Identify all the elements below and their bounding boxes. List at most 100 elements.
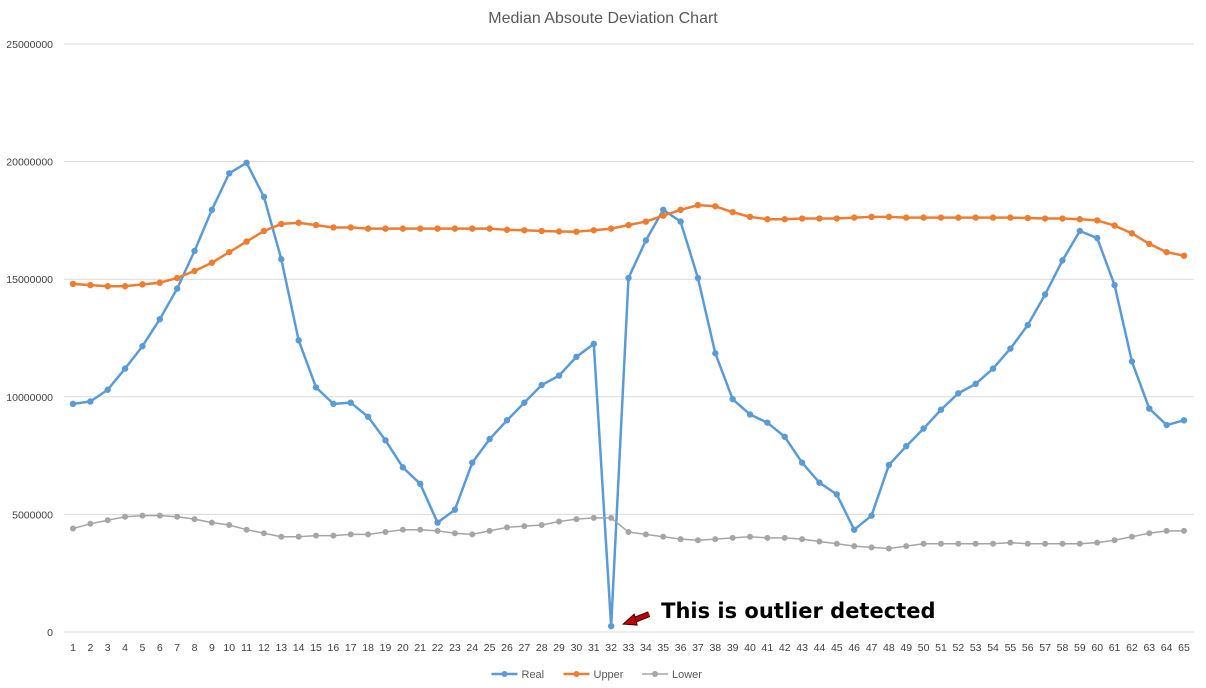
x-tick-label: 58 [1057, 642, 1069, 654]
x-axis-ticks: 1 2 3 4 5 6 7 8 9 10 11 12 13 14 15 16 17 18 19 20 21 22 23 24 2… [70, 642, 1190, 654]
data-point-upper [1163, 248, 1170, 256]
data-point-lower [937, 540, 944, 547]
data-point-upper [972, 214, 979, 221]
data-point-upper [399, 225, 407, 232]
x-tick-label: 41 [762, 642, 774, 654]
data-point-upper [486, 225, 493, 232]
x-tick-label: 1 [70, 642, 76, 654]
data-point-real [139, 343, 146, 350]
data-point-lower [903, 543, 910, 550]
x-tick-label: 53 [970, 642, 982, 654]
data-point-upper [364, 225, 372, 232]
data-point-lower [660, 533, 667, 540]
data-point-real [295, 337, 302, 344]
data-point-upper [260, 227, 268, 235]
x-tick-label: 32 [605, 642, 617, 654]
x-tick-label: 28 [536, 642, 548, 654]
data-point-upper [208, 259, 216, 266]
chart-title: Median Absoute Deviation Chart [488, 10, 718, 27]
x-tick-label: 60 [1091, 642, 1103, 654]
data-point-lower [365, 531, 372, 538]
x-tick-label: 4 [122, 642, 128, 654]
series-layer [69, 159, 1188, 630]
data-point-real [399, 464, 407, 471]
series-upper [69, 201, 1188, 290]
x-tick-label: 26 [501, 642, 513, 654]
x-tick-label: 42 [779, 642, 791, 654]
annotation-arrow [621, 611, 651, 626]
data-point-upper [1007, 214, 1014, 221]
data-point-upper [121, 283, 129, 290]
data-point-real [156, 315, 163, 323]
data-point-lower [226, 521, 233, 528]
data-point-real [330, 400, 337, 408]
data-point-upper [642, 218, 650, 225]
data-point-upper [87, 281, 94, 289]
data-point-lower [174, 513, 181, 520]
x-tick-label: 8 [192, 642, 198, 654]
data-point-upper [1111, 222, 1118, 229]
data-point-lower [486, 527, 493, 534]
y-tick-label: 20000000 [6, 157, 53, 169]
x-tick-label: 30 [571, 642, 583, 654]
x-tick-label: 35 [657, 642, 669, 654]
data-point-real [191, 247, 198, 255]
data-point-lower [816, 538, 823, 545]
x-tick-label: 47 [866, 642, 878, 654]
x-tick-label: 17 [345, 642, 357, 654]
data-point-real [416, 480, 424, 488]
annotation-text: This is outlier detected [661, 599, 935, 623]
data-point-upper [347, 224, 354, 231]
data-point-upper [607, 225, 615, 232]
data-point-lower [747, 533, 754, 540]
data-point-real [920, 425, 927, 432]
data-point-real [521, 399, 528, 406]
x-tick-label: 61 [1109, 642, 1121, 654]
x-tick-label: 65 [1178, 642, 1190, 654]
data-point-lower [260, 530, 267, 537]
x-tick-label: 11 [241, 642, 252, 654]
x-tick-label: 59 [1074, 642, 1086, 654]
data-point-real [278, 256, 285, 263]
data-point-real [347, 399, 354, 406]
data-point-real [1076, 227, 1084, 235]
data-point-lower [729, 534, 736, 541]
data-point-real [469, 459, 476, 466]
data-point-upper [416, 225, 424, 232]
data-point-real [590, 340, 597, 348]
legend-marker [501, 671, 508, 677]
y-tick-label: 25000000 [6, 39, 53, 51]
data-point-upper [816, 215, 823, 222]
x-tick-label: 20 [397, 642, 409, 654]
x-tick-label: 38 [709, 642, 721, 654]
data-point-real [260, 193, 268, 201]
data-point-upper [226, 248, 233, 256]
data-point-real [989, 365, 997, 372]
legend-label: Upper [594, 669, 624, 681]
data-point-real [1094, 234, 1101, 242]
data-point-lower [347, 531, 354, 538]
data-point-real [781, 433, 788, 440]
data-point-lower [1094, 539, 1101, 546]
x-tick-label: 64 [1161, 642, 1173, 654]
data-point-lower [1163, 527, 1170, 534]
data-point-lower [503, 524, 510, 531]
data-point-real [208, 206, 216, 214]
data-point-upper [955, 214, 962, 221]
data-point-real [555, 372, 563, 379]
data-point-lower [122, 513, 129, 520]
data-point-lower [139, 512, 146, 519]
data-point-lower [1076, 540, 1083, 547]
data-point-lower [1128, 533, 1135, 540]
data-point-lower [764, 534, 771, 541]
x-tick-label: 45 [831, 642, 843, 654]
data-point-real [226, 170, 233, 177]
data-point-lower [868, 544, 875, 551]
x-tick-label: 36 [675, 642, 687, 654]
data-point-upper [451, 225, 459, 232]
x-tick-label: 39 [727, 642, 739, 654]
x-tick-label: 37 [692, 642, 704, 654]
data-point-real [1146, 405, 1153, 412]
data-point-real [642, 237, 650, 244]
data-point-real [1024, 321, 1031, 329]
